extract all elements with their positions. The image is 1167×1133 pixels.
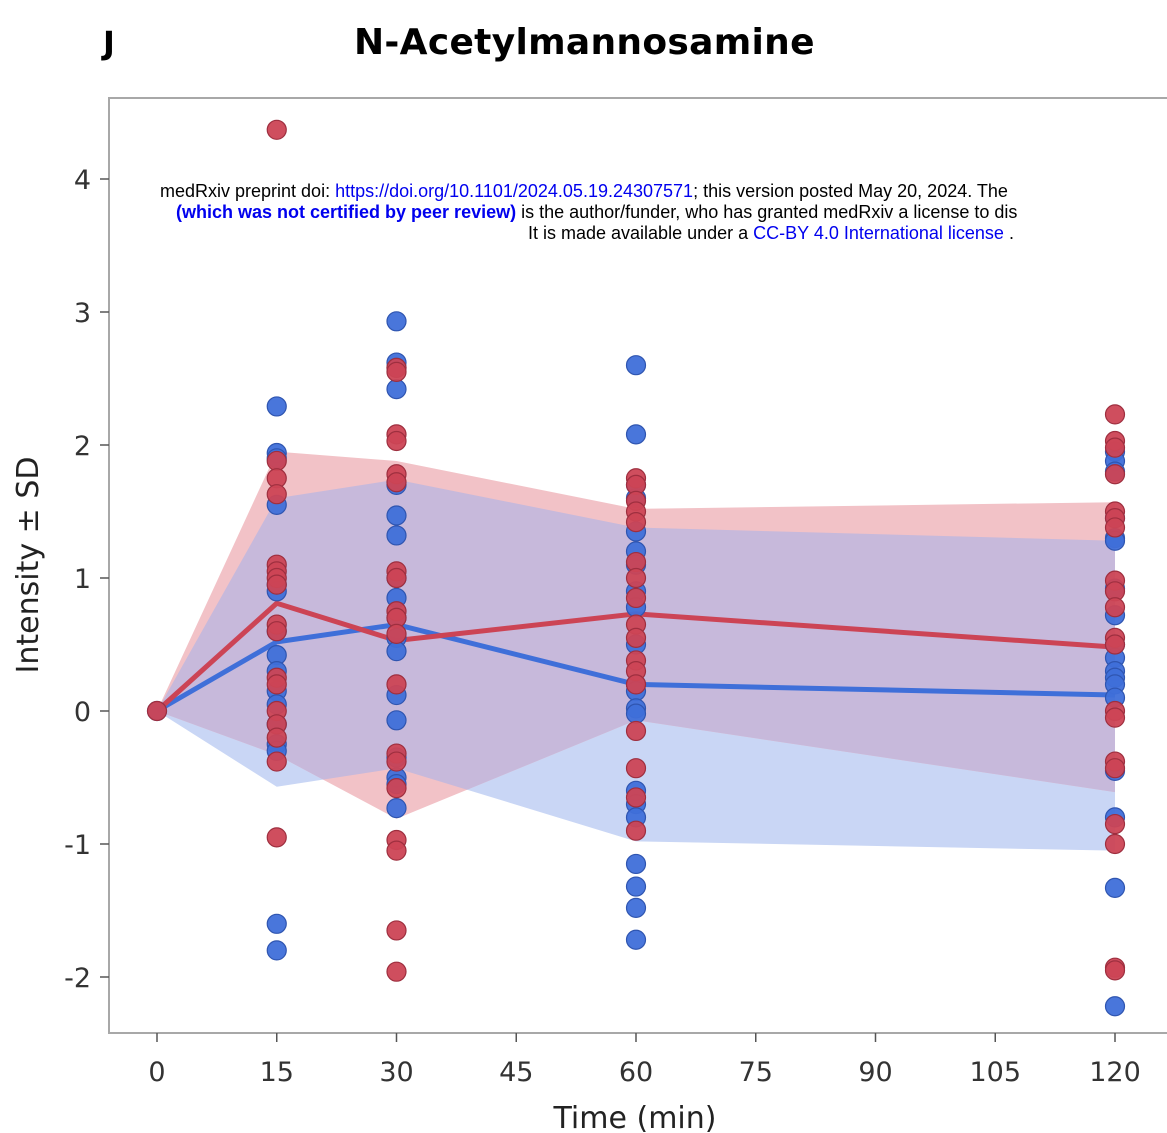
watermark-doi-suffix: ; this version posted May 20, 2024. The: [693, 181, 1008, 201]
x-tick-label: 105: [969, 1057, 1021, 1088]
data-point-blue: [625, 897, 647, 918]
watermark-license-text: is the author/funder, who has granted me…: [516, 202, 1018, 222]
data-point-red: [1104, 597, 1126, 618]
data-point-blue: [386, 505, 407, 526]
y-tick-label: 2: [74, 431, 91, 462]
data-point-red: [625, 567, 647, 589]
x-tick-label: 30: [379, 1057, 413, 1088]
x-tick-label: 60: [619, 1057, 653, 1088]
preprint-watermark: medRxiv preprint doi: https://doi.org/10…: [0, 181, 1167, 251]
data-point-blue: [386, 797, 407, 819]
watermark-license-prefix: It is made available under a: [528, 223, 754, 243]
data-point-red: [1104, 707, 1126, 728]
data-point-blue: [625, 853, 647, 875]
data-point-blue: [1104, 877, 1126, 898]
watermark-license-suffix: .: [1003, 223, 1014, 243]
x-tick-label: 75: [739, 1057, 773, 1088]
data-point-red: [1104, 437, 1126, 458]
data-point-blue: [625, 929, 647, 950]
data-point-red: [1104, 634, 1126, 655]
data-point-red: [386, 751, 407, 772]
data-point-blue: [386, 525, 407, 546]
data-point-red: [1104, 960, 1126, 981]
x-tick-label: 15: [260, 1057, 294, 1088]
data-point-red: [1104, 517, 1126, 538]
data-point-red: [625, 720, 647, 742]
watermark-doi-link[interactable]: https://doi.org/10.1101/2024.05.19.24307…: [335, 181, 694, 201]
y-tick-label: 4: [74, 165, 91, 196]
data-point-red: [266, 827, 287, 848]
data-point-blue: [266, 396, 287, 417]
data-points: [146, 119, 1126, 1017]
x-tick-label: 90: [858, 1057, 892, 1088]
x-tick-label: 120: [1089, 1057, 1141, 1088]
data-point-red: [1104, 758, 1126, 779]
data-point-red: [1104, 833, 1126, 855]
y-tick-label: -2: [64, 963, 91, 994]
data-point-blue: [625, 703, 647, 724]
data-point-red: [625, 587, 647, 609]
data-point-red: [266, 674, 287, 695]
data-point-red: [1104, 813, 1126, 835]
data-point-blue: [266, 940, 287, 961]
data-point-red: [386, 840, 407, 861]
watermark-doi-prefix: medRxiv preprint doi:: [160, 181, 336, 201]
data-point-red: [266, 450, 287, 472]
data-point-red: [386, 472, 407, 493]
data-point-red: [386, 920, 407, 941]
x-axis-label: Time (min): [553, 1101, 717, 1133]
data-point-red: [386, 623, 407, 644]
data-point-red: [1104, 404, 1126, 425]
data-point-red: [146, 700, 168, 722]
y-tick-label: 3: [74, 298, 91, 329]
watermark-license-link[interactable]: CC-BY 4.0 International license: [753, 223, 1004, 243]
watermark-peer-review-note: (which was not certified by peer review): [176, 202, 517, 222]
data-point-red: [266, 727, 287, 748]
data-point-red: [266, 574, 287, 595]
data-point-blue: [266, 913, 287, 934]
data-point-red: [625, 787, 647, 808]
data-point-red: [266, 751, 287, 772]
data-point-blue: [625, 424, 647, 445]
data-point-blue: [386, 311, 407, 332]
data-point-red: [386, 430, 407, 452]
data-point-red: [386, 961, 407, 982]
data-point-red: [266, 484, 287, 505]
watermark-line-1: medRxiv preprint doi: https://doi.org/10…: [160, 181, 1008, 202]
data-point-red: [266, 621, 287, 642]
plot-frame: [108, 97, 1167, 1034]
data-point-blue: [386, 641, 407, 662]
data-point-red: [625, 512, 647, 533]
data-point-blue: [1104, 996, 1126, 1017]
chart-title: N-Acetylmannosamine: [354, 22, 815, 63]
data-point-blue: [625, 355, 647, 376]
data-point-red: [625, 820, 647, 841]
data-point-red: [386, 778, 407, 799]
y-axis-label: Intensity ± SD: [11, 457, 46, 674]
watermark-line-3: It is made available under a CC-BY 4.0 I…: [528, 223, 1014, 244]
data-point-red: [625, 627, 647, 648]
axes: 0 15 30 45 60 75 90 105 120 -2 -1 0 1 2 3 4: [64, 165, 1141, 1088]
data-point-blue: [386, 710, 407, 731]
data-point-blue: [386, 379, 407, 400]
data-point-red: [386, 567, 407, 589]
watermark-line-2: (which was not certified by peer review)…: [176, 202, 1017, 223]
data-point-red: [1104, 464, 1126, 485]
x-tick-label: 0: [148, 1057, 165, 1088]
data-point-red: [386, 361, 407, 382]
data-point-red: [266, 119, 287, 140]
data-point-red: [386, 674, 407, 695]
panel-letter: J: [103, 24, 115, 62]
y-tick-label: 1: [74, 564, 91, 595]
data-point-red: [625, 674, 647, 695]
data-point-blue: [625, 876, 647, 897]
x-tick-label: 45: [499, 1057, 533, 1088]
y-tick-label: 0: [74, 697, 91, 728]
y-tick-label: -1: [64, 830, 91, 861]
data-point-red: [625, 758, 647, 779]
